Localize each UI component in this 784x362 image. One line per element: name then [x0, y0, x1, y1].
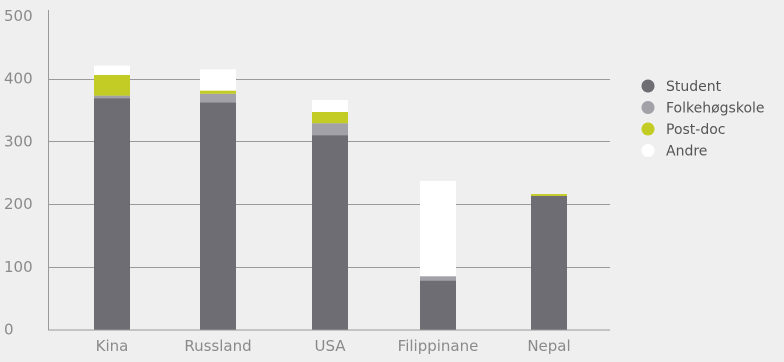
y-tick-label-200: 200	[4, 195, 33, 213]
y-tick-label-300: 300	[4, 132, 33, 150]
x-tick-label-usa: USA	[314, 337, 346, 355]
bar-kina-post-doc	[94, 74, 130, 96]
bar-usa-folkeh-gskole	[312, 123, 348, 136]
bar-usa-student	[312, 135, 348, 330]
x-tick-label-russland: Russland	[184, 337, 251, 355]
x-tick-label-kina: Kina	[96, 337, 129, 355]
axes	[48, 10, 610, 331]
bar-russland-student	[200, 102, 236, 330]
bar-russland-post-doc	[200, 90, 236, 94]
y-tick-label-400: 400	[4, 70, 33, 88]
legend-label-andre: Andre	[666, 144, 707, 160]
bars	[94, 65, 567, 330]
bar-nepal-student	[531, 195, 567, 330]
y-tick-label-0: 0	[4, 321, 14, 339]
bar-russland-folkeh-gskole	[200, 93, 236, 103]
legend: Student Folkehøgskole Post-doc Andre	[641, 79, 765, 160]
legend-marker-folkeh-gskole	[641, 101, 655, 114]
bar-kina-folkeh-gskole	[94, 95, 130, 99]
bar-usa-andre	[312, 100, 348, 112]
legend-label-post-doc: Post-doc	[666, 122, 726, 138]
legend-marker-post-doc	[641, 122, 655, 136]
y-tick-label-500: 500	[4, 7, 33, 25]
bar-filippinane-folkeh-gskole	[420, 276, 456, 281]
legend-marker-student	[641, 79, 655, 93]
bar-kina-student	[94, 98, 130, 330]
tick-labels: 0 100 200 300 400 500 Kina Russland USA Filippina…	[4, 7, 571, 355]
bar-russland-andre	[200, 69, 236, 91]
y-tick-label-100: 100	[4, 258, 33, 276]
legend-marker-andre	[641, 144, 655, 157]
bar-filippinane-andre	[420, 180, 456, 277]
legend-label-folkeh-gskole: Folkehøgskole	[666, 101, 765, 117]
x-tick-label-nepal: Nepal	[527, 337, 570, 355]
bar-nepal-post-doc	[531, 194, 567, 196]
bar-filippinane-student	[420, 280, 456, 330]
x-tick-label-filippinane: Filippinane	[398, 337, 479, 355]
bar-kina-andre	[94, 65, 130, 75]
legend-label-student: Student	[666, 79, 722, 95]
bar-usa-post-doc	[312, 111, 348, 124]
